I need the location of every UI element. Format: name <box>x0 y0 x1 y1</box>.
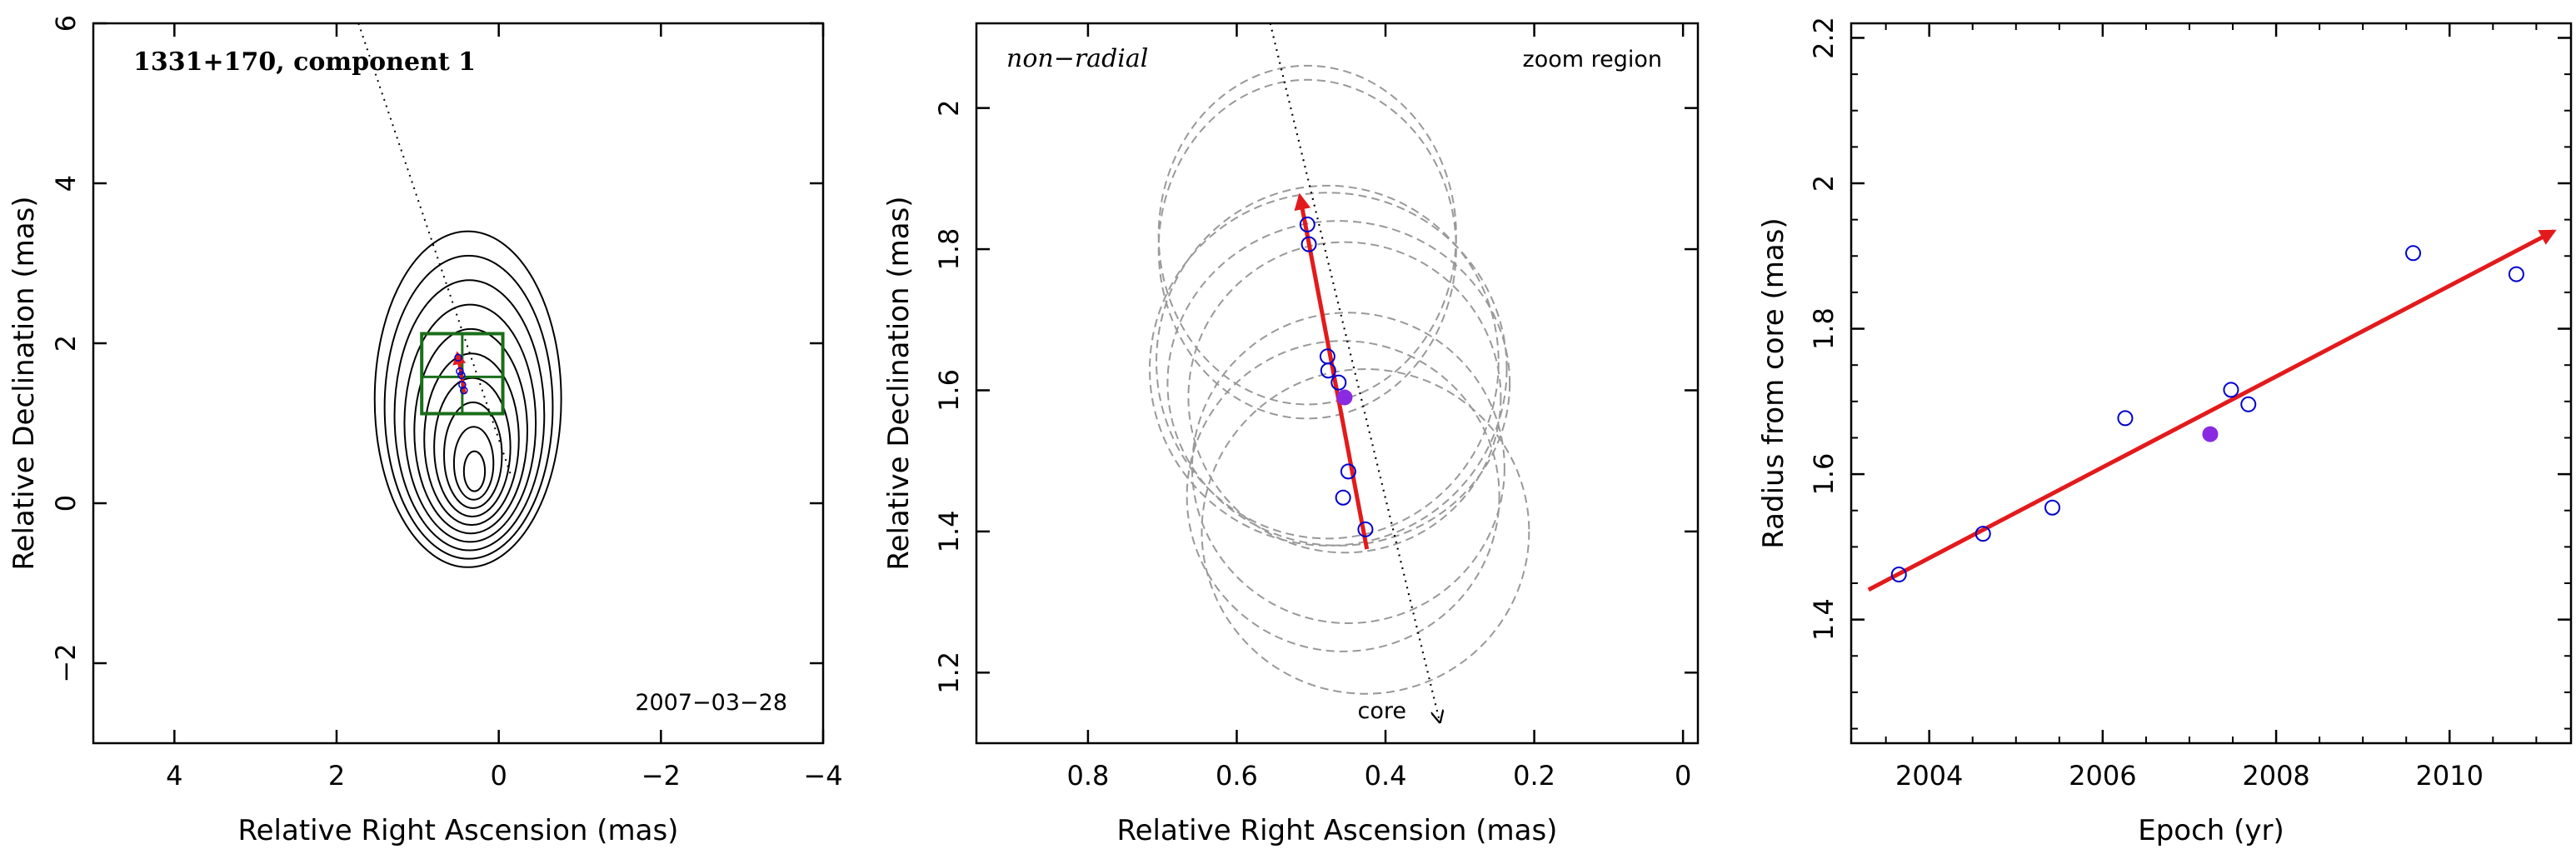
contour-map-panel: 4 2 0 −2 −4 −2 0 2 4 6 1331+170, component 1 2007… <box>7 15 843 847</box>
data-point <box>1357 521 1374 537</box>
y-tick-label: 1.6 <box>933 369 965 412</box>
plot-frame <box>975 22 1700 745</box>
beam-ellipse <box>1166 220 1511 547</box>
beam-ellipse <box>1149 192 1508 547</box>
component-position <box>456 367 464 376</box>
zoom-region-annotation: zoom region <box>1523 47 1662 72</box>
plot-frame <box>92 22 825 745</box>
x-tick-label: 2008 <box>2242 760 2309 792</box>
y-tick-label: 2 <box>933 99 965 116</box>
x-tick-label: 4 <box>166 760 182 792</box>
x-tick-label: 0 <box>490 760 507 792</box>
data-point <box>1974 526 1991 542</box>
contour-line <box>423 352 520 527</box>
contour-line <box>433 377 512 517</box>
y-axis-label: Relative Declination (mas) <box>7 196 41 570</box>
data-point <box>2223 382 2239 398</box>
x-axis-label: Relative Right Ascension (mas) <box>238 814 679 847</box>
radius-vs-epoch-panel: 2004 2006 2008 2010 1.4 1.6 1.8 2 2.2 Epoch (yr)… <box>1757 17 2573 847</box>
y-tick-label: 0 <box>50 495 82 512</box>
x-tick-label: 2 <box>328 760 345 792</box>
chart-title: 1331+170, component 1 <box>133 47 476 77</box>
axis-ticks: 0.8 0.6 0.4 0.2 0 1.2 1.4 1.6 1.8 2 <box>933 23 1698 792</box>
core-label: core <box>1358 698 1406 724</box>
core-direction-arrow <box>1269 23 1440 722</box>
radius-vs-epoch-content <box>1867 229 2557 592</box>
x-tick-label: −4 <box>803 760 842 792</box>
y-tick-label: 1.8 <box>933 228 965 271</box>
beam-ellipse <box>1157 78 1457 420</box>
component-position <box>454 353 462 362</box>
zoom-region-panel: 0.8 0.6 0.4 0.2 0 1.2 1.4 1.6 1.8 2 non−radial zo… <box>882 22 1700 847</box>
data-point <box>1330 374 1347 391</box>
x-tick-label: 2010 <box>2416 760 2484 792</box>
contour-line <box>393 279 546 552</box>
component-position <box>457 371 466 380</box>
zoom-region-content <box>1149 23 1530 722</box>
y-axis-label: Radius from core (mas) <box>1757 217 1790 548</box>
y-tick-label: 2 <box>1808 175 1840 192</box>
data-point <box>1335 489 1351 506</box>
y-tick-label: 1.2 <box>933 652 965 694</box>
data-point <box>1299 216 1315 232</box>
contour-line <box>403 303 537 543</box>
y-tick-label: 2.2 <box>1808 17 1840 59</box>
x-tick-label: 0 <box>1675 760 1691 792</box>
y-tick-label: 2 <box>50 335 82 352</box>
y-tick-label: −2 <box>50 643 82 682</box>
data-point <box>1340 463 1356 480</box>
contour-line <box>383 254 554 560</box>
component-position <box>458 381 467 389</box>
fit-arrow <box>1867 229 2557 592</box>
highlighted-epoch-point <box>1336 389 1353 406</box>
data-point <box>2240 396 2257 412</box>
plot-frame <box>1850 22 2573 745</box>
x-tick-label: 2006 <box>2069 760 2136 792</box>
data-point <box>1890 567 1907 583</box>
contour-line <box>462 450 487 492</box>
y-axis-label: Relative Declination (mas) <box>882 196 916 570</box>
y-tick-label: 1.4 <box>1808 598 1840 641</box>
contour-map-content <box>357 23 562 568</box>
x-tick-label: 2004 <box>1895 760 1963 792</box>
data-point <box>1300 236 1317 252</box>
contour-line <box>413 327 528 535</box>
x-axis-label: Relative Right Ascension (mas) <box>1117 814 1558 847</box>
axis-ticks: 2004 2006 2008 2010 1.4 1.6 1.8 2 2.2 <box>1808 17 2571 792</box>
y-tick-label: 4 <box>50 175 82 192</box>
beam-ellipse <box>1156 184 1500 540</box>
contour-line <box>443 401 503 509</box>
contour-line <box>373 230 562 568</box>
x-tick-label: 0.2 <box>1513 760 1555 792</box>
data-point <box>2508 266 2524 282</box>
x-tick-label: −2 <box>642 760 681 792</box>
data-point <box>2405 245 2422 262</box>
beam-ellipse <box>1191 312 1505 624</box>
axis-ticks: 4 2 0 −2 −4 −2 0 2 4 6 <box>50 15 843 792</box>
beam-ellipse <box>1186 340 1500 652</box>
x-tick-label: 0.4 <box>1365 760 1407 792</box>
data-point <box>1320 362 1336 379</box>
data-point <box>2044 499 2061 516</box>
data-point <box>2117 410 2134 427</box>
x-tick-label: 0.6 <box>1216 760 1258 792</box>
component-position <box>460 386 468 395</box>
motion-arrow <box>1294 192 1370 550</box>
y-tick-label: 6 <box>50 15 82 32</box>
contour-line <box>452 426 495 501</box>
x-tick-label: 0.8 <box>1066 760 1109 792</box>
beam-ellipse <box>1201 368 1530 695</box>
beam-ellipse <box>1187 241 1502 554</box>
epoch-annotation: 2007−03−28 <box>635 690 787 716</box>
y-tick-label: 1.6 <box>1808 453 1840 496</box>
y-tick-label: 1.8 <box>1808 307 1840 350</box>
chart-title: non−radial <box>1006 44 1148 73</box>
y-tick-label: 1.4 <box>933 510 965 552</box>
x-axis-label: Epoch (yr) <box>2138 814 2284 847</box>
highlighted-epoch-point <box>2202 426 2219 442</box>
core-direction-line <box>357 23 512 476</box>
